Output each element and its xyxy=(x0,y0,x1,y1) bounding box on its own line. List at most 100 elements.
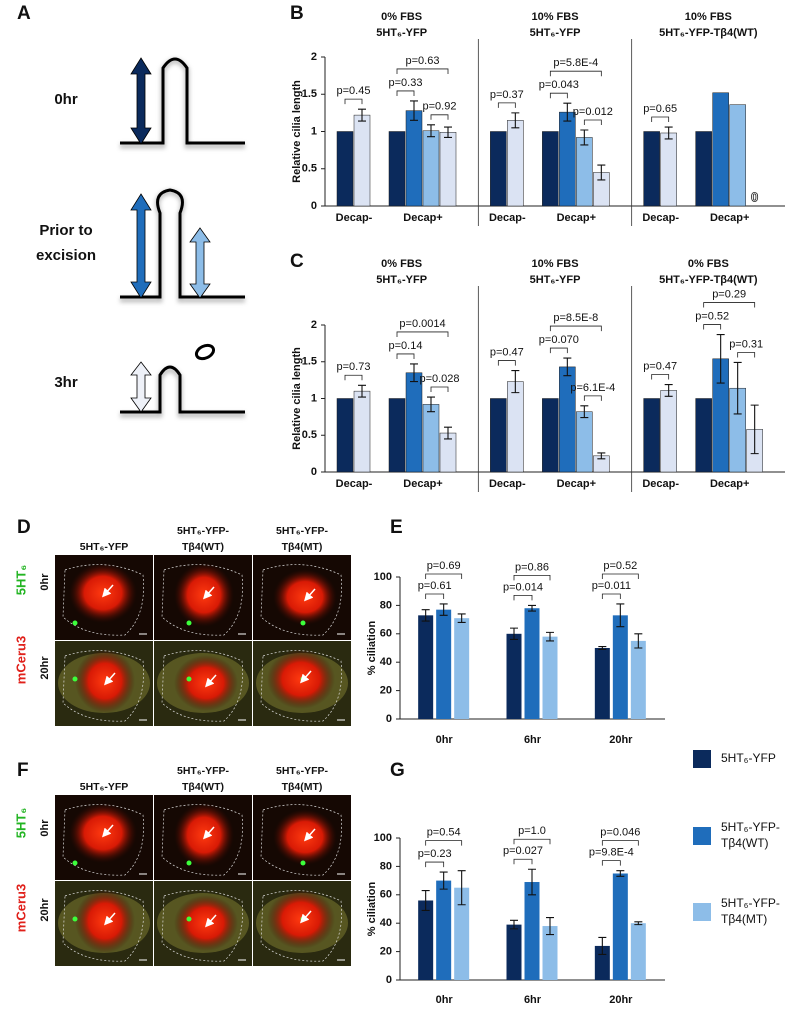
cell-outline xyxy=(161,564,243,636)
x-tick-label: 6hr xyxy=(524,734,542,746)
bar xyxy=(729,104,746,207)
bar xyxy=(422,130,440,207)
p-value: p=0.73 xyxy=(337,361,371,373)
p-value: p=0.52 xyxy=(603,560,637,572)
bar xyxy=(405,372,423,473)
subpanel-title: 5HT₆-YFP xyxy=(530,274,581,286)
y-axis-label: Relative cilia length xyxy=(291,347,303,450)
y-tick-label: 0 xyxy=(311,200,317,212)
cell-outline xyxy=(260,804,342,876)
bar xyxy=(542,926,558,980)
error-bar xyxy=(598,936,607,955)
p-value: p=0.0014 xyxy=(399,318,445,330)
p-value: p=0.046 xyxy=(600,827,640,839)
green-dot xyxy=(186,916,192,922)
subpanel-title: 5HT₆-YFP-Tβ4(WT) xyxy=(659,27,758,39)
p-value: p=0.014 xyxy=(503,581,543,593)
micrograph xyxy=(55,795,153,880)
cell-nucleus xyxy=(174,803,234,867)
y-tick-label: 100 xyxy=(374,571,392,583)
bar xyxy=(643,398,660,473)
legend-label: 5HT₆-YFP- xyxy=(721,896,780,910)
column-header: 5HT₆-YFP- xyxy=(177,765,230,777)
p-bracket xyxy=(396,331,449,337)
y-tick-label: 1.5 xyxy=(302,88,317,100)
y-axis-label: % ciliation xyxy=(366,621,378,676)
p-value: p=0.29 xyxy=(712,288,746,300)
green-dot xyxy=(72,860,78,866)
error-bar xyxy=(439,871,448,890)
cell-nucleus xyxy=(273,569,337,625)
cell-outline xyxy=(62,804,144,876)
error-bar xyxy=(457,613,466,623)
p-bracket xyxy=(430,114,449,120)
arrow xyxy=(102,824,114,838)
value-label: 0 xyxy=(751,189,758,204)
y-tick-label: 1 xyxy=(311,125,317,137)
p-bracket xyxy=(344,98,363,105)
stage-label: excision xyxy=(36,247,96,264)
bar xyxy=(524,882,540,980)
micrograph xyxy=(253,641,351,726)
p-value: p=0.31 xyxy=(729,338,763,350)
error-bar xyxy=(563,357,572,377)
micrograph xyxy=(55,555,153,640)
y-tick-label: 0.5 xyxy=(302,163,317,175)
y-tick-label: 40 xyxy=(380,917,392,929)
stage-label: Prior to xyxy=(39,222,92,239)
error-bar xyxy=(358,108,366,122)
bar xyxy=(454,618,470,719)
column-header: 5HT₆-YFP xyxy=(80,541,129,553)
error-bar xyxy=(563,102,572,122)
x-tick-label: 6hr xyxy=(524,994,542,1006)
x-tick-label: Decap- xyxy=(489,212,526,224)
cell-nucleus xyxy=(174,655,238,711)
error-bar xyxy=(457,870,466,906)
cell-outline xyxy=(62,564,144,636)
arrow xyxy=(304,828,316,842)
x-tick-label: Decap- xyxy=(336,478,373,490)
column-header: Tβ4(MT) xyxy=(282,541,323,553)
x-tick-label: Decap+ xyxy=(557,478,596,490)
p-bracket xyxy=(703,324,722,330)
bar xyxy=(524,608,540,719)
column-header: Tβ4(WT) xyxy=(182,781,224,793)
micrograph xyxy=(253,795,351,880)
channel-label: mCeru3 xyxy=(13,636,28,684)
p-bracket xyxy=(583,395,602,401)
y-tick-label: 80 xyxy=(380,860,392,872)
panel-letter: C xyxy=(290,251,304,272)
p-value: p=0.54 xyxy=(427,827,461,839)
y-tick-label: 2 xyxy=(311,319,317,331)
error-bar xyxy=(597,164,606,181)
column-header: 5HT₆-YFP- xyxy=(276,525,329,537)
p-value: p=8.5E-8 xyxy=(553,312,598,324)
p-bracket xyxy=(583,119,602,126)
y-tick-label: 0 xyxy=(386,713,392,725)
error-bar xyxy=(410,363,418,383)
green-dot xyxy=(72,620,78,626)
error-bar xyxy=(439,603,448,616)
arrow xyxy=(300,670,312,684)
error-bar xyxy=(598,646,607,650)
panel-letter: E xyxy=(390,517,403,538)
cell-outline xyxy=(62,650,144,722)
arrow xyxy=(203,826,215,840)
p-value: p=0.070 xyxy=(539,334,579,346)
subpanel-title: 10% FBS xyxy=(531,258,578,270)
p-value: p=0.33 xyxy=(389,77,423,89)
error-bar xyxy=(528,604,536,612)
p-bracket xyxy=(344,374,363,381)
micrograph xyxy=(154,795,252,880)
error-bar xyxy=(664,126,673,140)
cell-outline xyxy=(260,564,342,636)
error-bar xyxy=(510,627,518,641)
diagram-a xyxy=(120,57,245,418)
cell-outline xyxy=(161,890,243,962)
x-tick-label: 0hr xyxy=(436,734,454,746)
error-bar xyxy=(444,426,452,440)
cell-nucleus xyxy=(75,649,135,713)
error-bar xyxy=(616,870,625,877)
green-dot xyxy=(72,916,78,922)
bar xyxy=(436,609,452,719)
